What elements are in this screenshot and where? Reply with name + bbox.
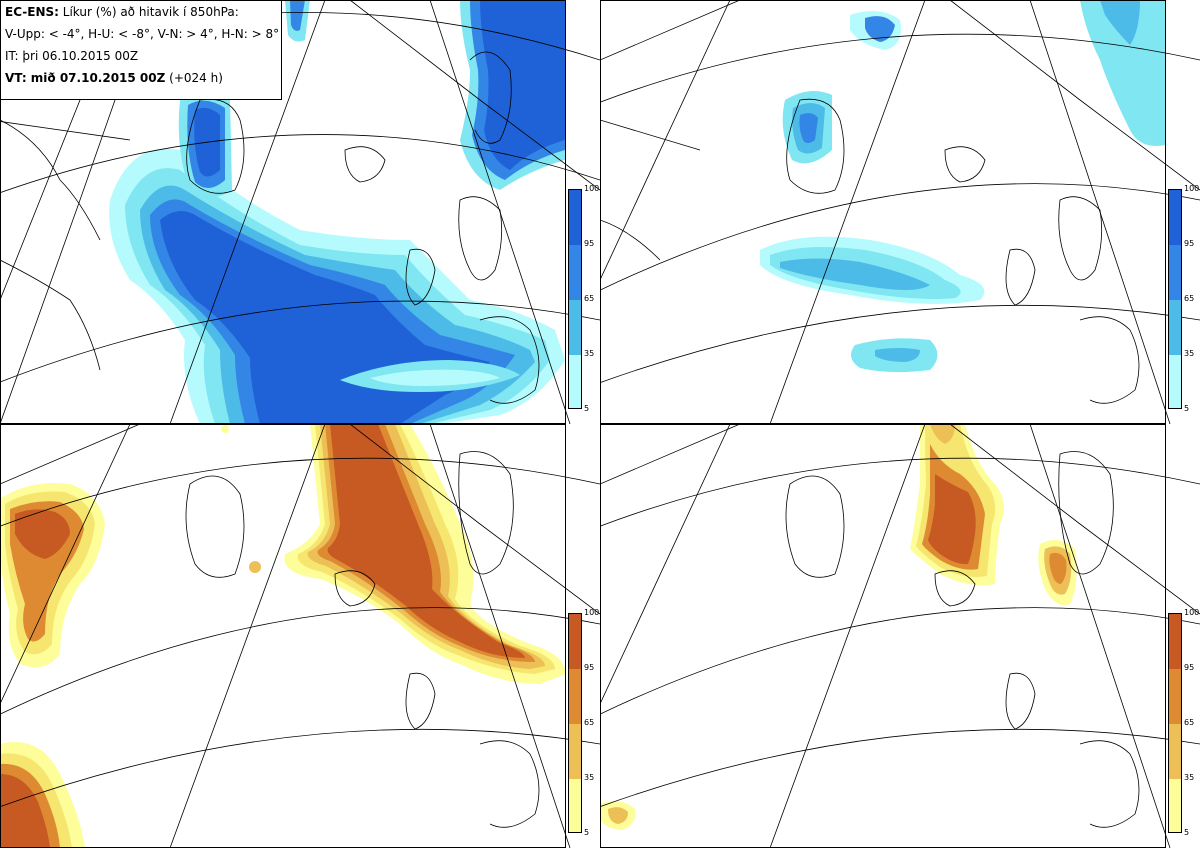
map-frame bbox=[600, 0, 1166, 424]
valid-time: VT: mið 07.10.2015 00Z bbox=[5, 71, 166, 85]
legend-tick-65: 65 bbox=[1184, 718, 1195, 727]
legend-band-65-95 bbox=[1169, 669, 1181, 724]
coastlines bbox=[0, 51, 540, 404]
legend-tick-35: 35 bbox=[584, 773, 595, 782]
legend-tick-5: 5 bbox=[1184, 828, 1190, 837]
graticule bbox=[600, 0, 1200, 424]
graticule bbox=[0, 424, 600, 848]
legend-tick-5: 5 bbox=[584, 828, 590, 837]
legend-tick-5: 5 bbox=[584, 404, 590, 413]
legend-band-95-100 bbox=[1169, 614, 1181, 669]
probability-map-warm-small bbox=[600, 424, 1200, 848]
map-frame bbox=[600, 424, 1166, 848]
legend-band-95-100 bbox=[569, 614, 581, 669]
legend-tick-35: 35 bbox=[1184, 349, 1195, 358]
coastlines bbox=[785, 451, 1140, 828]
legend-band-35-65 bbox=[1169, 724, 1181, 779]
legend-band-5-35 bbox=[569, 779, 581, 832]
legend-band-95-100 bbox=[569, 190, 581, 245]
model-label: EC-ENS: bbox=[5, 5, 59, 19]
color-legend bbox=[1168, 613, 1182, 833]
map-panel-bottom-left: 100 95 65 35 5 bbox=[0, 424, 600, 848]
legend-band-35-65 bbox=[569, 724, 581, 779]
legend-band-35-65 bbox=[569, 300, 581, 355]
probability-map-warm-large bbox=[0, 424, 600, 848]
map-frame bbox=[0, 0, 566, 424]
probability-shading bbox=[0, 424, 566, 848]
color-legend bbox=[568, 613, 582, 833]
legend-tick-35: 35 bbox=[584, 349, 595, 358]
legend-tick-65: 65 bbox=[584, 294, 595, 303]
coastlines bbox=[600, 98, 1140, 404]
header-info-box: EC-ENS: Líkur (%) að hitavik í 850hPa: V… bbox=[0, 0, 282, 100]
valid-offset: (+024 h) bbox=[169, 71, 223, 85]
color-legend bbox=[1168, 189, 1182, 409]
legend-tick-5: 5 bbox=[1184, 404, 1190, 413]
legend-band-65-95 bbox=[1169, 245, 1181, 300]
legend-band-65-95 bbox=[569, 245, 581, 300]
legend-tick-65: 65 bbox=[584, 718, 595, 727]
map-panel-top-left: 100 95 65 35 5 bbox=[0, 0, 600, 424]
legend-band-95-100 bbox=[1169, 190, 1181, 245]
legend-band-5-35 bbox=[1169, 779, 1181, 832]
map-panel-bottom-right: 100 95 65 35 5 bbox=[600, 424, 1200, 848]
legend-band-5-35 bbox=[569, 355, 581, 408]
probability-map-cold-small bbox=[600, 0, 1200, 424]
coastlines bbox=[185, 451, 540, 828]
legend-band-5-35 bbox=[1169, 355, 1181, 408]
legend-tick-95: 95 bbox=[1184, 663, 1195, 672]
legend-tick-95: 95 bbox=[584, 663, 595, 672]
probability-shading bbox=[600, 424, 1077, 830]
probability-shading bbox=[760, 0, 1166, 373]
legend-tick-95: 95 bbox=[1184, 239, 1195, 248]
issue-time: IT: þri 06.10.2015 00Z bbox=[5, 49, 139, 63]
probability-shading bbox=[109, 0, 565, 424]
legend-tick-35: 35 bbox=[1184, 773, 1195, 782]
legend-band-65-95 bbox=[569, 669, 581, 724]
header-title-line: EC-ENS: Líkur (%) að hitavik í 850hPa: bbox=[5, 1, 281, 23]
legend-tick-100: 100 bbox=[1184, 608, 1200, 617]
map-frame bbox=[0, 424, 566, 848]
category-definitions: V-Upp: < -4°, H-U: < -8°, V-N: > 4°, H-N… bbox=[5, 27, 280, 41]
legend-tick-65: 65 bbox=[1184, 294, 1195, 303]
valid-time-line: VT: mið 07.10.2015 00Z (+024 h) bbox=[5, 67, 281, 89]
legend-tick-100: 100 bbox=[1184, 184, 1200, 193]
graticule bbox=[600, 424, 1200, 848]
legend-tick-95: 95 bbox=[584, 239, 595, 248]
map-panel-top-right: 100 95 65 35 5 bbox=[600, 0, 1200, 424]
legend-tick-100: 100 bbox=[584, 608, 600, 617]
color-legend bbox=[568, 189, 582, 409]
legend-band-35-65 bbox=[1169, 300, 1181, 355]
header-title: Líkur (%) að hitavik í 850hPa: bbox=[62, 5, 239, 19]
legend-tick-100: 100 bbox=[584, 184, 600, 193]
probability-map-cold-large bbox=[0, 0, 600, 424]
